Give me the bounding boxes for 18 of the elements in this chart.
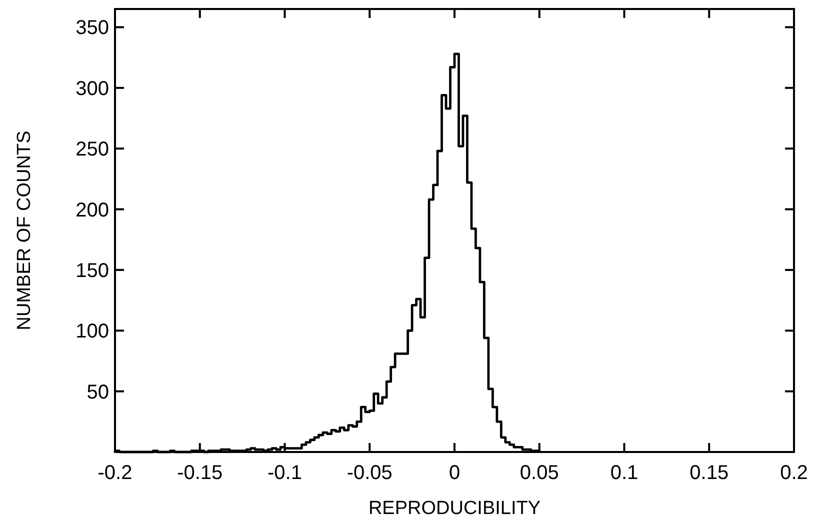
x-axis-title: REPRODUCIBILITY — [368, 498, 541, 519]
x-tick-label: -0.1 — [268, 462, 302, 484]
y-axis-title: NUMBER OF COUNTS — [14, 130, 35, 330]
y-tick-label: 150 — [76, 260, 109, 282]
x-tick-label: -0.2 — [98, 462, 132, 484]
x-tick-label: -0.05 — [346, 462, 392, 484]
x-tick-label: 0.1 — [610, 462, 638, 484]
y-tick-label: 250 — [76, 138, 109, 161]
x-tick-label: 0.05 — [520, 462, 559, 484]
y-tick-label: 200 — [76, 199, 109, 222]
y-tick-label: 300 — [76, 78, 109, 100]
x-tick-label: -0.15 — [177, 462, 223, 484]
y-tick-label: 100 — [76, 320, 109, 343]
y-tick-label: 50 — [86, 381, 109, 404]
y-tick-label: 350 — [76, 17, 109, 40]
x-tick-label: 0.15 — [690, 462, 729, 484]
x-tick-label: 0.2 — [780, 462, 808, 484]
x-tick-label: 0 — [448, 462, 460, 484]
